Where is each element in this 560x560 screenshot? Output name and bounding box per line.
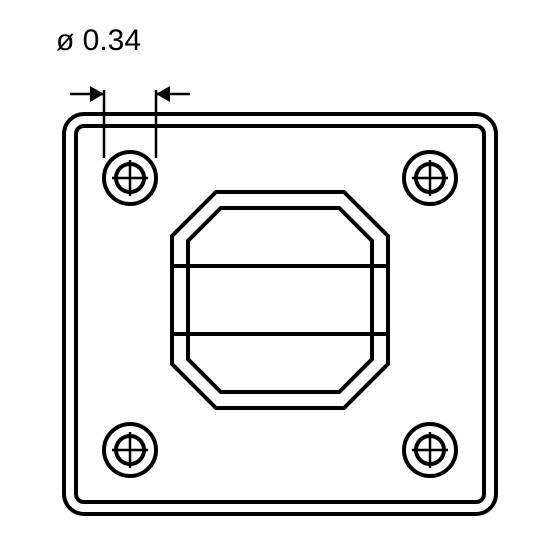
technical-drawing <box>0 0 560 560</box>
drawing-canvas: ø 0.34 <box>0 0 560 560</box>
diameter-label: ø 0.34 <box>56 24 141 58</box>
